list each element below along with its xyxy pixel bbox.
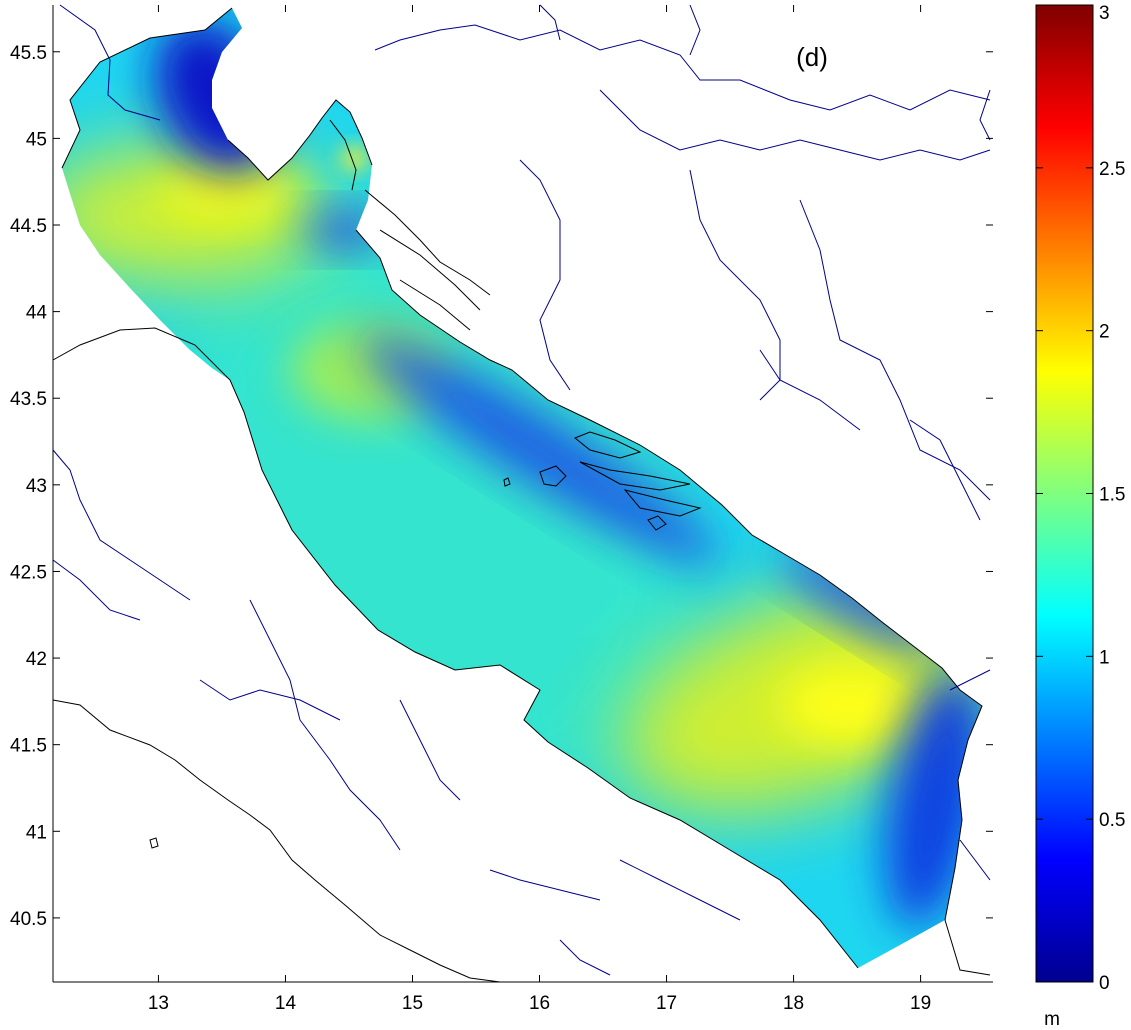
x-tick-label: 19 <box>910 993 931 1014</box>
colorbar-tick-label: 1 <box>1099 647 1110 668</box>
colorbar-tick-label: 2 <box>1099 322 1110 343</box>
colorbar-tick-label: 3 <box>1099 3 1110 24</box>
y-tick-label: 40.5 <box>10 909 47 930</box>
y-tick-label: 41 <box>26 822 47 843</box>
y-tick-label: 43 <box>26 476 47 497</box>
colorbar-tick-label: 1.5 <box>1099 485 1125 506</box>
colorbar-tick-label: 0 <box>1099 973 1110 994</box>
y-tick-label: 43.5 <box>10 389 47 410</box>
y-tick-label: 45.5 <box>10 43 47 64</box>
y-tick-label: 44.5 <box>10 216 47 237</box>
y-tick-label: 42.5 <box>10 562 47 583</box>
colorbar-tick-label: 2.5 <box>1099 159 1125 180</box>
x-axis-ticks: 13 14 15 16 17 18 19 <box>148 5 931 1014</box>
colorbar: 0 0.5 1 1.5 2 2.5 3 m <box>1035 3 1125 1030</box>
y-tick-label: 42 <box>26 649 47 670</box>
x-tick-label: 18 <box>783 993 804 1014</box>
panel-label: (d) <box>796 42 828 72</box>
y-axis-ticks: 40.5 41 41.5 42 42.5 43 43.5 44 44.5 45 45.5 <box>10 43 993 930</box>
colorbar-gradient <box>1035 4 1094 983</box>
colorbar-ticks: 0 0.5 1 1.5 2 2.5 3 <box>1036 3 1125 994</box>
land-borders <box>52 4 991 976</box>
colorbar-unit: m <box>1044 1009 1060 1030</box>
colorbar-tick-label: 0.5 <box>1099 810 1125 831</box>
x-tick-label: 17 <box>656 993 677 1014</box>
x-tick-label: 15 <box>402 993 423 1014</box>
x-tick-label: 14 <box>275 993 297 1014</box>
x-tick-label: 13 <box>148 993 169 1014</box>
y-tick-label: 44 <box>26 303 48 324</box>
coastline <box>52 7 991 983</box>
x-tick-label: 16 <box>529 993 550 1014</box>
y-tick-label: 41.5 <box>10 736 47 757</box>
map-axes: 13 14 15 16 17 18 19 40.54141.54242.54343.5444… <box>10 4 993 1014</box>
y-tick-label: 45 <box>26 129 47 150</box>
